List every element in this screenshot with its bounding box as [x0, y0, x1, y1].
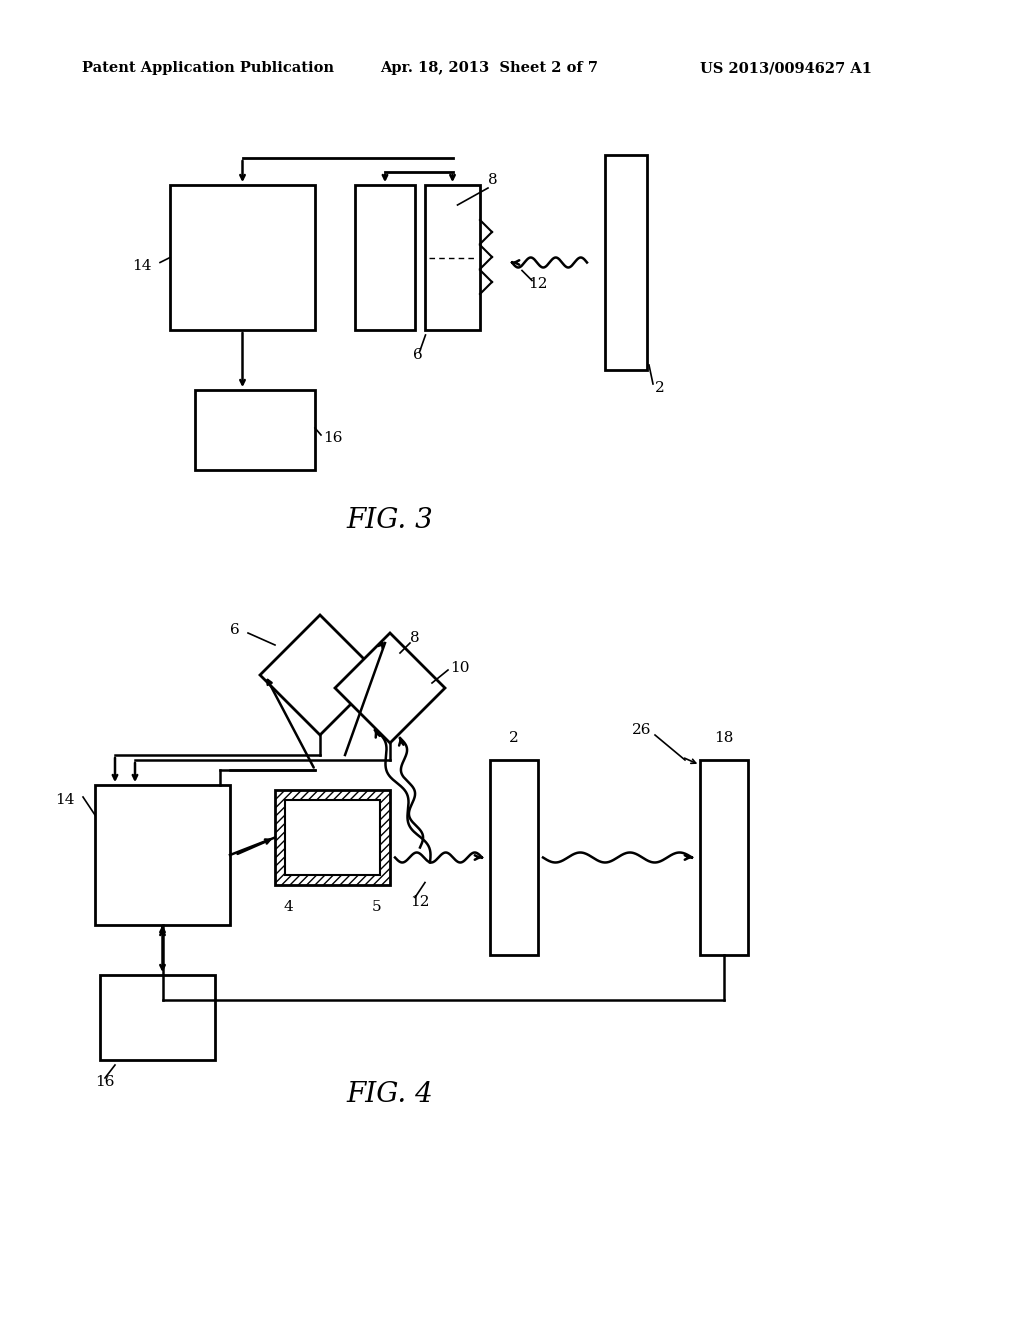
- Text: Patent Application Publication: Patent Application Publication: [82, 61, 334, 75]
- Bar: [195, 389, 315, 470]
- Text: 16: 16: [323, 432, 342, 445]
- Text: FIG. 4: FIG. 4: [347, 1081, 433, 1109]
- Text: 26: 26: [632, 723, 651, 737]
- Text: 2: 2: [509, 731, 519, 744]
- Bar: [355, 185, 415, 330]
- Text: 16: 16: [95, 1074, 115, 1089]
- Bar: [275, 789, 390, 884]
- Text: 2: 2: [655, 381, 665, 395]
- Text: 14: 14: [132, 259, 152, 272]
- Text: 4: 4: [283, 900, 293, 913]
- Text: 6: 6: [230, 623, 240, 638]
- Text: 8: 8: [488, 173, 498, 187]
- Bar: [490, 760, 538, 954]
- Bar: [605, 154, 647, 370]
- Bar: [100, 975, 215, 1060]
- Text: 6: 6: [414, 348, 423, 362]
- Text: Apr. 18, 2013  Sheet 2 of 7: Apr. 18, 2013 Sheet 2 of 7: [380, 61, 598, 75]
- Polygon shape: [335, 634, 445, 743]
- Text: 12: 12: [410, 895, 429, 909]
- Polygon shape: [260, 615, 380, 735]
- Text: 18: 18: [715, 731, 733, 744]
- Text: 14: 14: [55, 793, 75, 807]
- Bar: [285, 800, 380, 875]
- Bar: [425, 185, 480, 330]
- Bar: [170, 185, 315, 330]
- Text: FIG. 3: FIG. 3: [347, 507, 433, 533]
- Text: 8: 8: [410, 631, 420, 645]
- Bar: [95, 785, 230, 925]
- Text: 10: 10: [450, 661, 469, 675]
- Bar: [700, 760, 748, 954]
- Text: US 2013/0094627 A1: US 2013/0094627 A1: [700, 61, 872, 75]
- Text: 5: 5: [372, 900, 382, 913]
- Text: 12: 12: [528, 277, 548, 292]
